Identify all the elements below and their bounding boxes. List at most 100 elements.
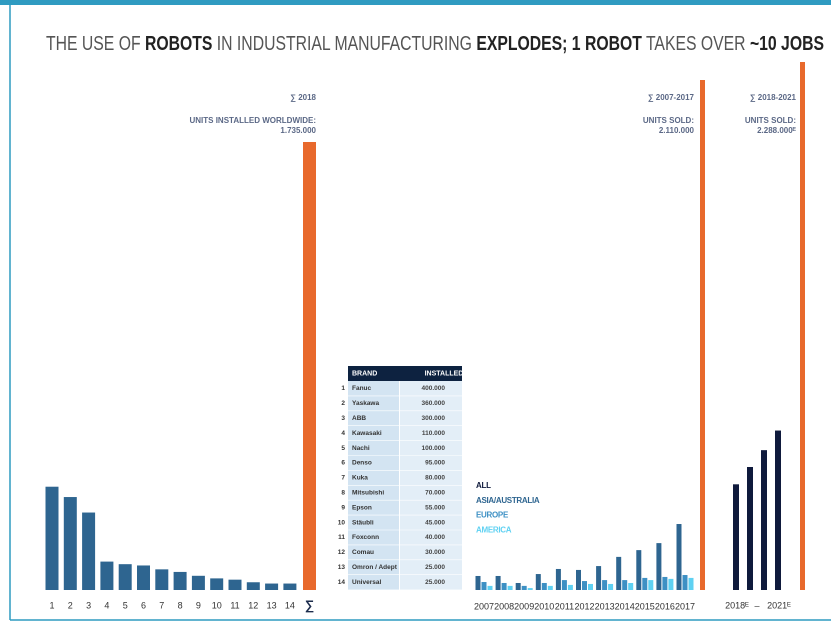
table-value: 100.000 [422, 445, 446, 452]
table-brand: Nachi [352, 445, 370, 452]
bar [761, 450, 767, 590]
table-rank: 11 [338, 534, 345, 541]
table-brand: Fanuc [352, 385, 372, 392]
table-value: 360.000 [422, 400, 446, 407]
table-value: 300.000 [422, 415, 446, 422]
title: THE USE OF ROBOTS IN INDUSTRIAL MANUFACT… [46, 33, 824, 55]
table-brand: Omron / Adept [352, 564, 398, 571]
bar [622, 580, 628, 590]
x-tick-label: 2009 [514, 601, 534, 611]
bar [616, 556, 622, 590]
x-tick-label: 2017 [675, 601, 695, 611]
bar [747, 467, 753, 590]
bar [541, 582, 547, 590]
bar [82, 512, 96, 590]
title-segment: THE USE OF [46, 33, 145, 55]
bar [582, 581, 587, 590]
bar [662, 576, 668, 590]
bar [775, 430, 781, 590]
annotation-line: UNITS SOLD: [745, 116, 796, 125]
bar [608, 583, 614, 590]
total-bar [800, 62, 805, 590]
table-value: 25.000 [425, 579, 445, 586]
annotation-line: 2.288.000ᴱ [757, 126, 797, 135]
table-rank: 5 [341, 445, 345, 452]
table-brand: Kuka [352, 475, 368, 482]
table-value: 55.000 [425, 504, 445, 511]
table-rank: 10 [338, 519, 346, 526]
table-value: 30.000 [425, 549, 445, 556]
bar [676, 524, 682, 590]
legend-entry: ASIA/AUSTRALIA [476, 496, 540, 505]
bar [555, 568, 561, 590]
x-tick-label: 4 [104, 600, 109, 610]
bar [265, 583, 279, 590]
table-value: 400.000 [422, 385, 446, 392]
bar [246, 582, 260, 590]
table-rank: 14 [338, 579, 346, 586]
table-value: 110.000 [422, 430, 446, 437]
table-rank: 6 [341, 460, 345, 467]
table-value: 70.000 [425, 489, 445, 496]
total-bar [700, 80, 705, 590]
bar [521, 585, 527, 590]
bar [628, 582, 634, 590]
table-header-bg [348, 366, 462, 381]
bar [588, 583, 593, 590]
table-value: 45.000 [425, 519, 445, 526]
bar [648, 580, 654, 590]
bar [173, 571, 187, 590]
bar [642, 577, 648, 590]
table-value: 80.000 [425, 475, 445, 482]
table-rank: 2 [341, 400, 345, 407]
table-rank: 8 [341, 489, 345, 496]
table-brand: Denso [352, 460, 372, 467]
bar [191, 575, 205, 590]
table-rank: 1 [341, 385, 345, 392]
table-value: 25.000 [425, 564, 445, 571]
annotation-heading: ∑ 2018 [290, 93, 316, 102]
bar [501, 582, 507, 590]
x-tick-label: 2021ᴱ [767, 600, 791, 610]
x-tick-label: 2012 [574, 601, 594, 611]
x-tick-label: 2 [68, 600, 73, 610]
bar [228, 579, 242, 590]
table-rank: 4 [341, 430, 345, 437]
range-separator: – [754, 600, 759, 610]
bar [561, 580, 567, 590]
legend-entry: ALL [476, 481, 491, 490]
title-segment: ~10 JOBS [750, 33, 824, 55]
bar [515, 582, 521, 590]
title-segment: EXPLODES; 1 ROBOT [476, 33, 642, 55]
annotation-line: UNITS SOLD: [643, 116, 694, 125]
bar [495, 575, 501, 590]
total-bar [303, 142, 316, 590]
bar [45, 486, 59, 590]
top-border [0, 0, 831, 5]
bar [656, 543, 662, 590]
x-tick-label: 14 [285, 600, 295, 610]
x-tick-label: 2018ᴱ [725, 600, 749, 610]
table-brand: Stäubli [352, 519, 374, 526]
x-tick-label: 10 [212, 600, 222, 610]
x-tick-label: 2011 [555, 601, 574, 611]
legend-entry: AMERICA [476, 526, 512, 535]
bar [688, 577, 694, 590]
table-rank: 9 [341, 504, 345, 511]
table-value: 40.000 [425, 534, 445, 541]
bar [602, 580, 608, 590]
table-rank: 13 [338, 564, 346, 571]
annotation-heading: ∑ 2007-2017 [648, 93, 695, 102]
bar [481, 582, 487, 590]
x-tick-label: 9 [196, 600, 201, 610]
x-tick-label: 2008 [494, 601, 514, 611]
bar [567, 584, 573, 590]
bar [155, 569, 169, 590]
table-brand: Foxconn [352, 534, 379, 541]
bar [733, 484, 739, 590]
x-tick-label: 5 [123, 600, 128, 610]
title-segment: IN INDUSTRIAL MANUFACTURING [212, 33, 476, 55]
bar [210, 578, 224, 590]
table-brand: Yaskawa [352, 400, 379, 407]
